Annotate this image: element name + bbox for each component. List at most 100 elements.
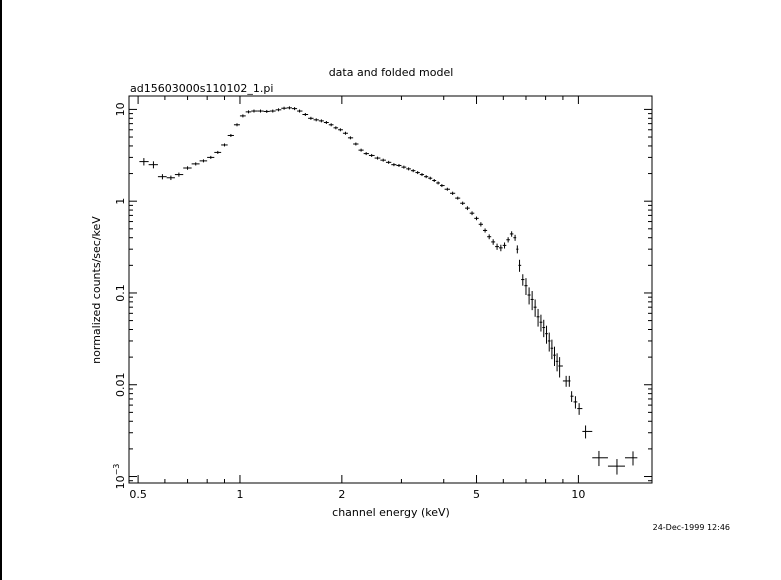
data-point — [292, 107, 298, 111]
data-point — [333, 126, 339, 130]
window-left-edge — [0, 0, 2, 580]
data-point — [432, 179, 437, 183]
data-point — [368, 153, 375, 157]
data-point — [487, 234, 492, 240]
x-tick-label: 5 — [473, 488, 480, 501]
data-point — [558, 357, 563, 378]
data-points — [139, 106, 638, 475]
data-point — [555, 353, 559, 372]
data-point — [406, 167, 411, 171]
x-tick-label: 0.5 — [129, 488, 147, 501]
data-point — [495, 243, 499, 250]
data-point — [577, 403, 583, 415]
data-point — [157, 174, 167, 180]
data-point — [313, 118, 319, 122]
data-point — [207, 155, 215, 159]
data-point — [391, 163, 397, 167]
data-point — [183, 166, 192, 170]
data-point — [257, 109, 264, 113]
y-axis-ticks — [129, 108, 652, 482]
y-tick-label: 0.1 — [114, 284, 127, 302]
data-point — [328, 123, 334, 127]
data-point — [582, 425, 593, 439]
data-point — [347, 136, 354, 140]
data-point — [221, 143, 228, 147]
data-point — [410, 169, 416, 173]
y-tick-label: 0.01 — [114, 372, 127, 397]
data-point — [607, 459, 625, 475]
data-point — [465, 206, 470, 211]
data-point — [474, 216, 479, 221]
x-tick-label: 10 — [571, 488, 585, 501]
data-point — [245, 110, 252, 114]
data-point — [239, 114, 246, 118]
data-point — [545, 325, 548, 344]
y-tick-label: 1 — [114, 198, 127, 205]
data-point — [506, 237, 510, 243]
data-point — [415, 171, 420, 175]
data-point — [439, 184, 445, 188]
chart-title: data and folded model — [329, 66, 454, 79]
data-point — [380, 158, 386, 162]
x-axis-ticks — [137, 96, 579, 483]
data-point — [436, 181, 440, 185]
data-point — [424, 175, 429, 179]
data-point — [139, 158, 149, 166]
data-point — [148, 161, 158, 169]
y-tick-label: 10 — [114, 102, 127, 116]
data-point — [323, 121, 329, 125]
data-point — [353, 142, 359, 146]
data-point — [214, 150, 222, 154]
data-point — [385, 160, 392, 164]
data-point — [521, 274, 525, 286]
x-tick-label: 2 — [338, 488, 345, 501]
data-point — [166, 175, 175, 181]
data-point — [396, 163, 402, 167]
data-point — [281, 106, 287, 110]
x-axis-label: channel energy (keV) — [332, 506, 450, 519]
data-point — [338, 128, 343, 132]
data-point — [455, 196, 461, 200]
data-point — [199, 159, 208, 163]
data-point — [419, 173, 425, 177]
plot-frame — [128, 95, 653, 484]
data-point — [469, 211, 475, 216]
data-point — [342, 131, 348, 135]
data-point — [251, 109, 258, 113]
data-point — [444, 187, 450, 191]
data-point — [530, 291, 534, 311]
data-point — [358, 148, 364, 152]
data-point — [460, 201, 466, 205]
data-point — [573, 396, 578, 409]
data-point — [233, 123, 240, 127]
data-point — [478, 222, 483, 227]
data-point — [624, 451, 638, 466]
data-point — [509, 231, 514, 237]
data-point — [491, 239, 496, 245]
x-axis-tick-labels: 0.5 1 2 5 10 — [129, 488, 585, 501]
data-point — [363, 152, 369, 156]
data-point — [536, 308, 540, 327]
y-tick-label: 10−3 — [112, 464, 127, 490]
y-axis-tick-labels: 10−3 0.01 0.1 1 10 — [112, 102, 127, 489]
x-tick-label: 1 — [236, 488, 243, 501]
data-point — [286, 106, 293, 110]
data-point — [553, 346, 556, 367]
chart-subtitle: ad15603000s110102_1.pi — [130, 82, 273, 95]
data-point — [297, 109, 303, 113]
data-point — [513, 234, 517, 241]
data-point — [592, 450, 608, 467]
data-point — [550, 339, 554, 360]
data-point — [428, 176, 433, 180]
data-point — [524, 278, 528, 296]
data-point — [275, 108, 282, 112]
data-point — [567, 375, 571, 387]
data-point — [191, 162, 200, 166]
data-point — [562, 375, 568, 387]
data-point — [482, 228, 488, 233]
data-point — [308, 116, 314, 120]
data-point — [502, 242, 507, 249]
data-point — [539, 314, 543, 332]
data-point — [527, 287, 531, 305]
